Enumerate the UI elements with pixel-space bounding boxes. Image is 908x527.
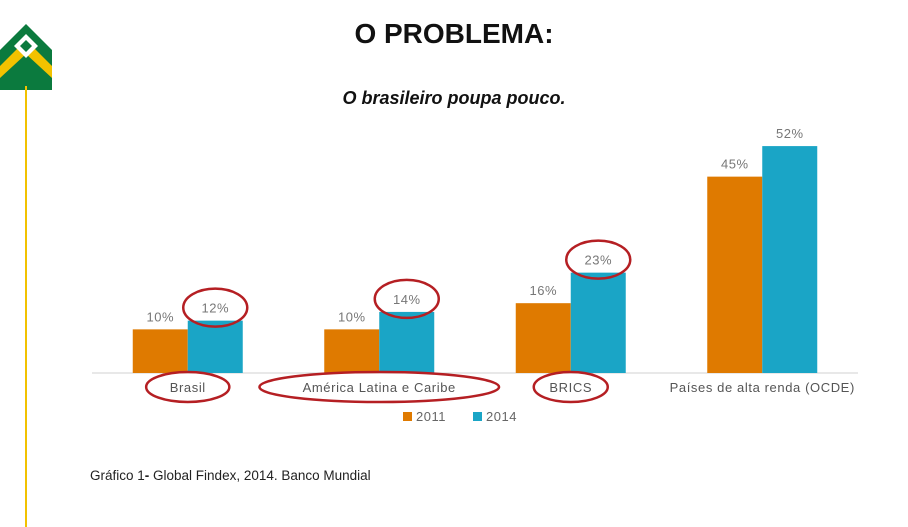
x-tick-label: Brasil <box>170 380 206 395</box>
bar-2014 <box>379 311 435 373</box>
bar-2014 <box>570 272 626 373</box>
legend-label-2014: 2014 <box>486 409 517 424</box>
highlight-circle <box>144 370 231 404</box>
accent-vertical-line <box>25 86 27 527</box>
highlight-circle <box>532 370 609 404</box>
bar-2011 <box>515 303 571 373</box>
figure-caption: Gráfico 1- Global Findex, 2014. Banco Mu… <box>90 468 371 483</box>
highlight-circle <box>373 278 440 320</box>
data-label: 52% <box>776 126 804 141</box>
legend-swatch-2014 <box>473 412 482 421</box>
highlight-circle <box>258 370 501 404</box>
x-tick-label: BRICS <box>549 380 592 395</box>
bar-2011 <box>324 329 380 373</box>
data-label: 16% <box>529 283 557 298</box>
data-label: 12% <box>201 301 229 316</box>
bar-2011 <box>132 329 188 373</box>
data-label: 10% <box>338 309 366 324</box>
x-tick-label: Países de alta renda (OCDE) <box>670 380 855 395</box>
caption-separator: - <box>144 468 150 483</box>
page-subtitle: O brasileiro poupa pouco. <box>342 88 566 108</box>
bar-2011 <box>707 176 763 373</box>
logo-inner-diamond <box>20 40 32 52</box>
page-title: O PROBLEMA: <box>354 18 554 49</box>
caption-prefix: Gráfico 1 <box>90 468 145 483</box>
x-tick-label: América Latina e Caribe <box>303 380 456 395</box>
highlight-circle <box>182 287 249 328</box>
caption-text: Global Findex, 2014. Banco Mundial <box>149 468 371 483</box>
data-label: 45% <box>721 157 749 172</box>
data-label: 14% <box>393 292 421 307</box>
bar-2014 <box>187 320 243 373</box>
data-label: 23% <box>584 253 612 268</box>
legend-label-2011: 2011 <box>416 409 446 424</box>
highlight-circle <box>565 239 632 280</box>
data-label: 10% <box>146 309 174 324</box>
brand-logo <box>0 24 52 90</box>
bar-2014 <box>762 146 818 373</box>
legend-swatch-2011 <box>403 412 412 421</box>
